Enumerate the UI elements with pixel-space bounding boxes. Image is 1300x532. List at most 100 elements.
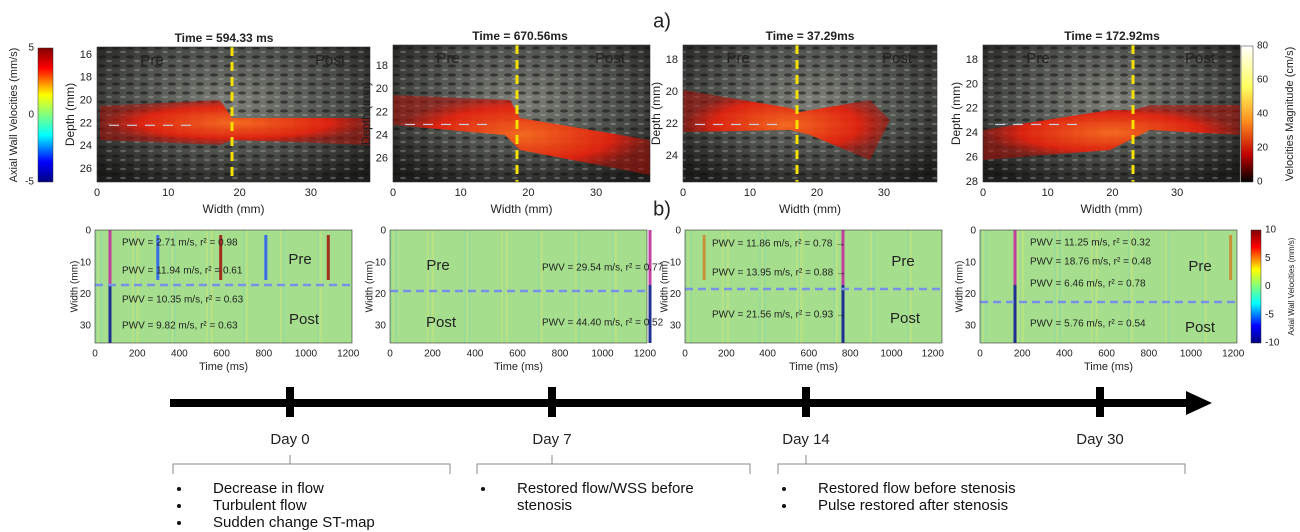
day-label: Day 0 xyxy=(270,431,309,448)
x-tick-label: 600 xyxy=(801,349,818,360)
pwv-annotation: PWV = 10.35 m/s, r² = 0.63 xyxy=(122,295,244,306)
y-tick-label: 24 xyxy=(666,150,678,162)
colorbar-tick-label: 80 xyxy=(1257,41,1269,52)
x-axis-label: Width (mm) xyxy=(491,202,553,216)
x-tick-label: 400 xyxy=(759,349,776,360)
colorbar-tick-label: 20 xyxy=(1257,143,1269,154)
x-tick-label: 400 xyxy=(1056,349,1073,360)
pwv-annotation: PWV = 44.40 m/s, r² = 0.52 xyxy=(542,318,664,329)
post-label: Post xyxy=(882,50,913,67)
timeline-tick xyxy=(548,387,556,417)
x-tick-label: 30 xyxy=(305,187,317,199)
x-axis-label: Time (ms) xyxy=(789,361,838,373)
st-map-texture xyxy=(505,230,508,343)
colorbar-tick-label: 10 xyxy=(1265,225,1277,236)
x-tick-label: 0 xyxy=(92,349,98,360)
y-tick-label: 0 xyxy=(380,226,386,237)
pwv-annotation: PWV = 21.56 m/s, r² = 0.93 → xyxy=(712,310,846,321)
colorbar-label: Axial Wall Velocities (mm/s) xyxy=(1287,237,1296,335)
day-label: Day 14 xyxy=(782,431,830,448)
colorbar-label: Axial Wall Velocities (mm/s) xyxy=(8,48,20,183)
x-tick-label: 800 xyxy=(255,349,272,360)
st-map-streak xyxy=(703,235,706,280)
bracket xyxy=(173,455,450,474)
timeline-tick xyxy=(286,387,294,417)
st-map-texture xyxy=(319,230,322,343)
colorbar-tick-label: 5 xyxy=(1265,253,1271,264)
x-tick-label: 1200 xyxy=(1222,349,1245,360)
y-axis-label: Width (mm) xyxy=(70,261,81,313)
y-axis-label: Depth (mm) xyxy=(359,82,373,145)
note-item: Turbulent flow xyxy=(173,497,443,514)
x-tick-label: 800 xyxy=(552,349,569,360)
x-tick-label: 10 xyxy=(162,187,174,199)
x-tick-label: 1200 xyxy=(634,349,657,360)
x-tick-label: 800 xyxy=(1140,349,1157,360)
bracket xyxy=(778,455,1185,474)
x-axis-label: Width (mm) xyxy=(1081,202,1143,216)
note-item: Restored flow before stenosis xyxy=(778,480,1078,497)
x-tick-label: 0 xyxy=(387,349,393,360)
x-tick-label: 20 xyxy=(1106,187,1118,199)
st-map-texture xyxy=(394,230,397,343)
pwv-annotation: PWV = 11.25 m/s, r² = 0.32 xyxy=(1030,238,1151,249)
y-tick-label: 18 xyxy=(80,72,92,84)
colorbar-tick-label: 60 xyxy=(1257,75,1269,86)
note-item: Sudden change ST-map xyxy=(173,514,443,531)
x-axis-label: Time (ms) xyxy=(199,361,248,373)
y-tick-label: 22 xyxy=(80,117,92,129)
colorbar-tick-label: 0 xyxy=(1257,177,1263,188)
x-tick-label: 200 xyxy=(129,349,146,360)
y-axis-label: Width (mm) xyxy=(955,261,966,313)
figure-page: a)b)Time = 594.33 msPrePost0102030161820… xyxy=(0,0,1300,532)
pre-label: Pre xyxy=(891,253,914,270)
y-tick-label: 18 xyxy=(376,60,388,72)
st-map-texture xyxy=(99,230,102,343)
colorbar-tick-label: -5 xyxy=(1265,309,1274,320)
y-tick-label: 20 xyxy=(80,289,92,300)
y-tick-label: 20 xyxy=(966,78,978,90)
x-tick-label: 600 xyxy=(509,349,526,360)
post-label: Post xyxy=(595,50,626,67)
note-item: Decrease in flow xyxy=(173,480,443,497)
colorbar-tick-label: 40 xyxy=(1257,109,1269,120)
panel-label: a) xyxy=(653,10,671,32)
pre-label: Pre xyxy=(1188,258,1211,275)
x-tick-label: 0 xyxy=(977,349,983,360)
x-tick-label: 600 xyxy=(213,349,230,360)
x-tick-label: 1000 xyxy=(591,349,614,360)
x-tick-label: 200 xyxy=(718,349,735,360)
note-item: Pulse restored after stenosis xyxy=(778,497,1078,514)
panel-title: Time = 594.33 ms xyxy=(175,31,274,45)
y-tick-label: 0 xyxy=(970,226,976,237)
colorbar-tick-label: -10 xyxy=(1265,338,1280,349)
bracket xyxy=(477,455,750,474)
pwv-annotation: PWV = 5.76 m/s, r² = 0.54 xyxy=(1030,319,1146,330)
x-tick-label: 600 xyxy=(1098,349,1115,360)
pwv-annotation: PWV = 11.86 m/s, r² = 0.78 → xyxy=(712,239,845,250)
colorbar-tick-label: 5 xyxy=(28,43,34,54)
st-map-streak xyxy=(264,235,267,280)
panel-title: Time = 37.29ms xyxy=(766,29,855,43)
y-tick-label: 30 xyxy=(80,321,92,332)
y-tick-label: 16 xyxy=(80,49,92,61)
y-tick-label: 18 xyxy=(666,54,678,66)
post-label: Post xyxy=(426,314,457,331)
x-tick-label: 200 xyxy=(424,349,441,360)
y-tick-label: 10 xyxy=(965,257,977,268)
y-tick-label: 26 xyxy=(80,163,92,175)
st-map-texture xyxy=(984,230,987,343)
x-tick-label: 1000 xyxy=(295,349,318,360)
y-tick-label: 30 xyxy=(375,321,387,332)
x-tick-label: 0 xyxy=(980,187,986,199)
st-map-texture xyxy=(1167,230,1170,343)
x-tick-label: 30 xyxy=(878,187,890,199)
y-tick-label: 20 xyxy=(670,289,682,300)
x-tick-label: 10 xyxy=(1042,187,1054,199)
x-axis-label: Time (ms) xyxy=(494,361,543,373)
post-label: Post xyxy=(1185,50,1216,67)
pre-label: Pre xyxy=(140,52,163,69)
y-axis-label: Depth (mm) xyxy=(649,82,663,145)
x-tick-label: 20 xyxy=(811,187,823,199)
pwv-annotation: PWV = 18.76 m/s, r² = 0.48 xyxy=(1030,257,1152,268)
